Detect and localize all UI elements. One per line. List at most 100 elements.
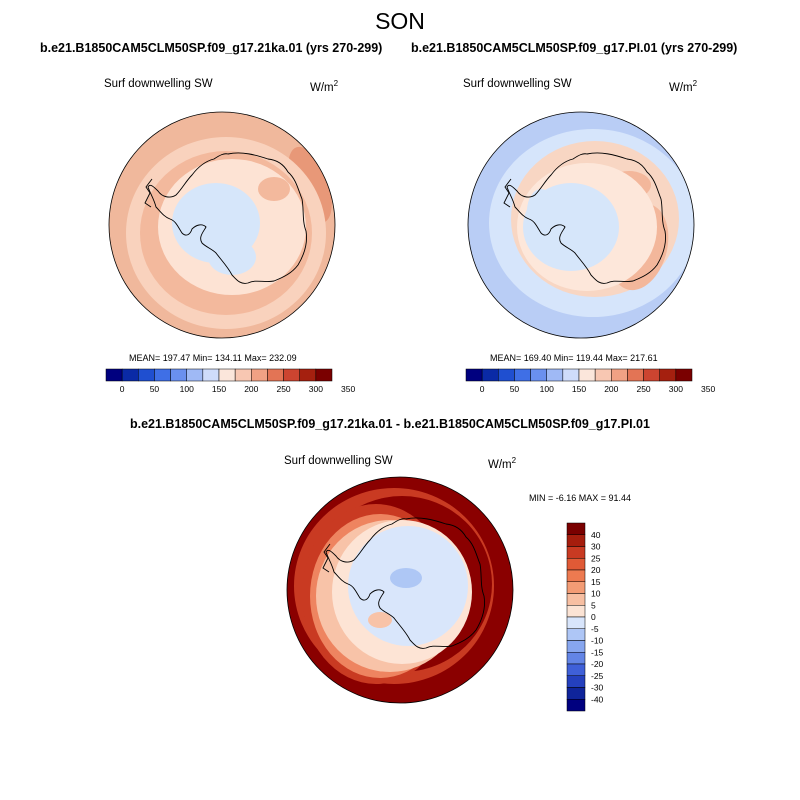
- diff-colorbar-tick-label: 20: [591, 565, 601, 575]
- diff-map-border: [286, 476, 514, 704]
- diff-units: W/m2: [488, 456, 517, 471]
- panel1-colorbar-swatch: [202, 368, 220, 382]
- panel1-colorbar-swatch: [186, 368, 204, 382]
- panel2-colorbar-swatch: [643, 368, 660, 382]
- panel2-colorbar-swatch: [514, 368, 531, 382]
- panel2-colorbar-tick-label: 150: [572, 384, 586, 394]
- panel2-units: W/m2: [669, 79, 698, 94]
- diff-field-8: [390, 568, 422, 588]
- panel1-colorbar-swatch: [299, 368, 317, 382]
- diff-colorbar-swatch: [566, 616, 586, 629]
- panel1-field-7: [208, 239, 256, 275]
- diff-colorbar-swatch: [566, 699, 586, 712]
- panel2-colorbar-tick-label: 200: [604, 384, 618, 394]
- panel1-colorbar-swatch: [234, 368, 252, 382]
- panel2-colorbar-swatch: [578, 368, 596, 382]
- diff-colorbar-tick-label: -5: [591, 624, 599, 634]
- panel1-colorbar-tick-label: 50: [150, 384, 160, 394]
- panel1-colorbar-tick-label: 250: [276, 384, 290, 394]
- panel2-colorbar-swatch: [498, 368, 515, 382]
- diff-colorbar-tick-label: 0: [591, 612, 596, 622]
- panel1-map: [109, 112, 335, 338]
- panel2-field-7: [527, 189, 555, 233]
- diff-peninsula-coast: [322, 543, 331, 573]
- diff-colorbar-swatch: [566, 640, 586, 653]
- diff-colorbar-tick-label: -20: [591, 659, 604, 669]
- diff-colorbar-tick-label: 10: [591, 589, 601, 599]
- diff-colorbar-swatch: [566, 605, 586, 618]
- panel2-map: [468, 112, 694, 338]
- diff-colorbar-tick-label: -10: [591, 636, 604, 646]
- diff-colorbar-swatch: [566, 534, 586, 547]
- diff-colorbar-tick-label: 5: [591, 600, 596, 610]
- panel2-stats: MEAN= 169.40 Min= 119.44 Max= 217.61: [490, 353, 658, 363]
- diff-colorbar-tick-label: -40: [591, 694, 604, 704]
- season-title: SON: [375, 8, 425, 34]
- diff-map: [287, 477, 513, 703]
- panel2-colorbar-tick-label: 50: [510, 384, 520, 394]
- panel2-colorbar-swatch: [562, 368, 580, 382]
- diff-colorbar-tick-label: 25: [591, 553, 601, 563]
- panel1-map-border: [108, 111, 336, 339]
- diff-colorbar-tick-label: -30: [591, 683, 604, 693]
- diff-variable-label: Surf downwelling SW: [284, 455, 393, 467]
- diff-panel-title: b.e21.B1850CAM5CLM50SP.f09_g17.21ka.01 -…: [130, 417, 650, 431]
- panel2-colorbar-swatch: [546, 368, 564, 382]
- panel2-map-border: [467, 111, 695, 339]
- panel1-peninsula-coast: [144, 178, 153, 208]
- panel1-colorbar-tick-label: 300: [309, 384, 323, 394]
- panel1-colorbar-tick-label: 100: [180, 384, 194, 394]
- panel1-colorbar: 0 50 100 150 200 250 300 350: [105, 368, 356, 394]
- panel1-variable-label: Surf downwelling SW: [104, 78, 213, 90]
- diff-colorbar-swatch: [566, 593, 586, 606]
- panel1-colorbar-swatch: [218, 368, 236, 382]
- panel1-colorbar-tick-label: 350: [341, 384, 355, 394]
- diff-colorbar-tick-label: -15: [591, 647, 604, 657]
- panel1-colorbar-swatch: [138, 368, 155, 382]
- panel1-units: W/m2: [310, 79, 339, 94]
- panel2-colorbar-swatch: [594, 368, 612, 382]
- diff-colorbar-swatch: [566, 652, 586, 665]
- diff-colorbar-swatch: [566, 546, 586, 559]
- panel2-colorbar-tick-label: 0: [480, 384, 485, 394]
- panel2-colorbar-swatch: [659, 368, 677, 382]
- panel2-colorbar-tick-label: 350: [701, 384, 715, 394]
- diff-colorbar-swatch: [566, 522, 586, 535]
- panel2-colorbar-swatch: [530, 368, 547, 382]
- diff-colorbar-tick-label: 40: [591, 530, 601, 540]
- panel1-colorbar-swatch: [283, 368, 300, 382]
- diff-colorbar-swatch: [566, 663, 586, 676]
- diff-field-9: [368, 612, 392, 628]
- diff-colorbar-swatch: [566, 628, 586, 641]
- panel1-colorbar-swatch: [105, 368, 123, 382]
- panel2-colorbar-tick-label: 100: [540, 384, 554, 394]
- panel2-colorbar-swatch: [627, 368, 644, 382]
- panel1-colorbar-swatch: [315, 368, 333, 382]
- panel1-colorbar-swatch: [251, 368, 268, 382]
- diff-colorbar-swatch: [566, 569, 586, 582]
- diff-colorbar-swatch: [566, 675, 586, 688]
- diff-stats: MIN = -6.16 MAX = 91.44: [529, 493, 632, 503]
- panel2-colorbar-tick-label: 300: [669, 384, 683, 394]
- panel2-colorbar-swatch: [481, 368, 499, 382]
- panel1-colorbar-swatch: [121, 368, 139, 382]
- panel1-colorbar-tick-label: 0: [120, 384, 125, 394]
- panel1-colorbar-swatch: [154, 368, 171, 382]
- panel1-stats: MEAN= 197.47 Min= 134.11 Max= 232.09: [129, 353, 297, 363]
- panel1-colorbar-swatch: [267, 368, 284, 382]
- panel2-title: b.e21.B1850CAM5CLM50SP.f09_g17.PI.01 (yr…: [411, 41, 738, 55]
- panel1-title: b.e21.B1850CAM5CLM50SP.f09_g17.21ka.01 (…: [40, 41, 383, 55]
- diff-colorbar-tick-label: -25: [591, 671, 604, 681]
- diff-colorbar-swatch: [566, 687, 586, 700]
- panel2-colorbar: 0 50 100 150 200 250 300 350: [465, 368, 716, 394]
- panel1-colorbar-tick-label: 150: [212, 384, 226, 394]
- panel1-colorbar-tick-label: 200: [244, 384, 258, 394]
- panel2-variable-label: Surf downwelling SW: [463, 78, 572, 90]
- panel2-colorbar-tick-label: 250: [636, 384, 650, 394]
- diff-colorbar-swatch: [566, 558, 586, 571]
- panel2-peninsula-coast: [503, 178, 512, 208]
- diff-colorbar-tick-label: 15: [591, 577, 601, 587]
- panel1-colorbar-swatch: [170, 368, 187, 382]
